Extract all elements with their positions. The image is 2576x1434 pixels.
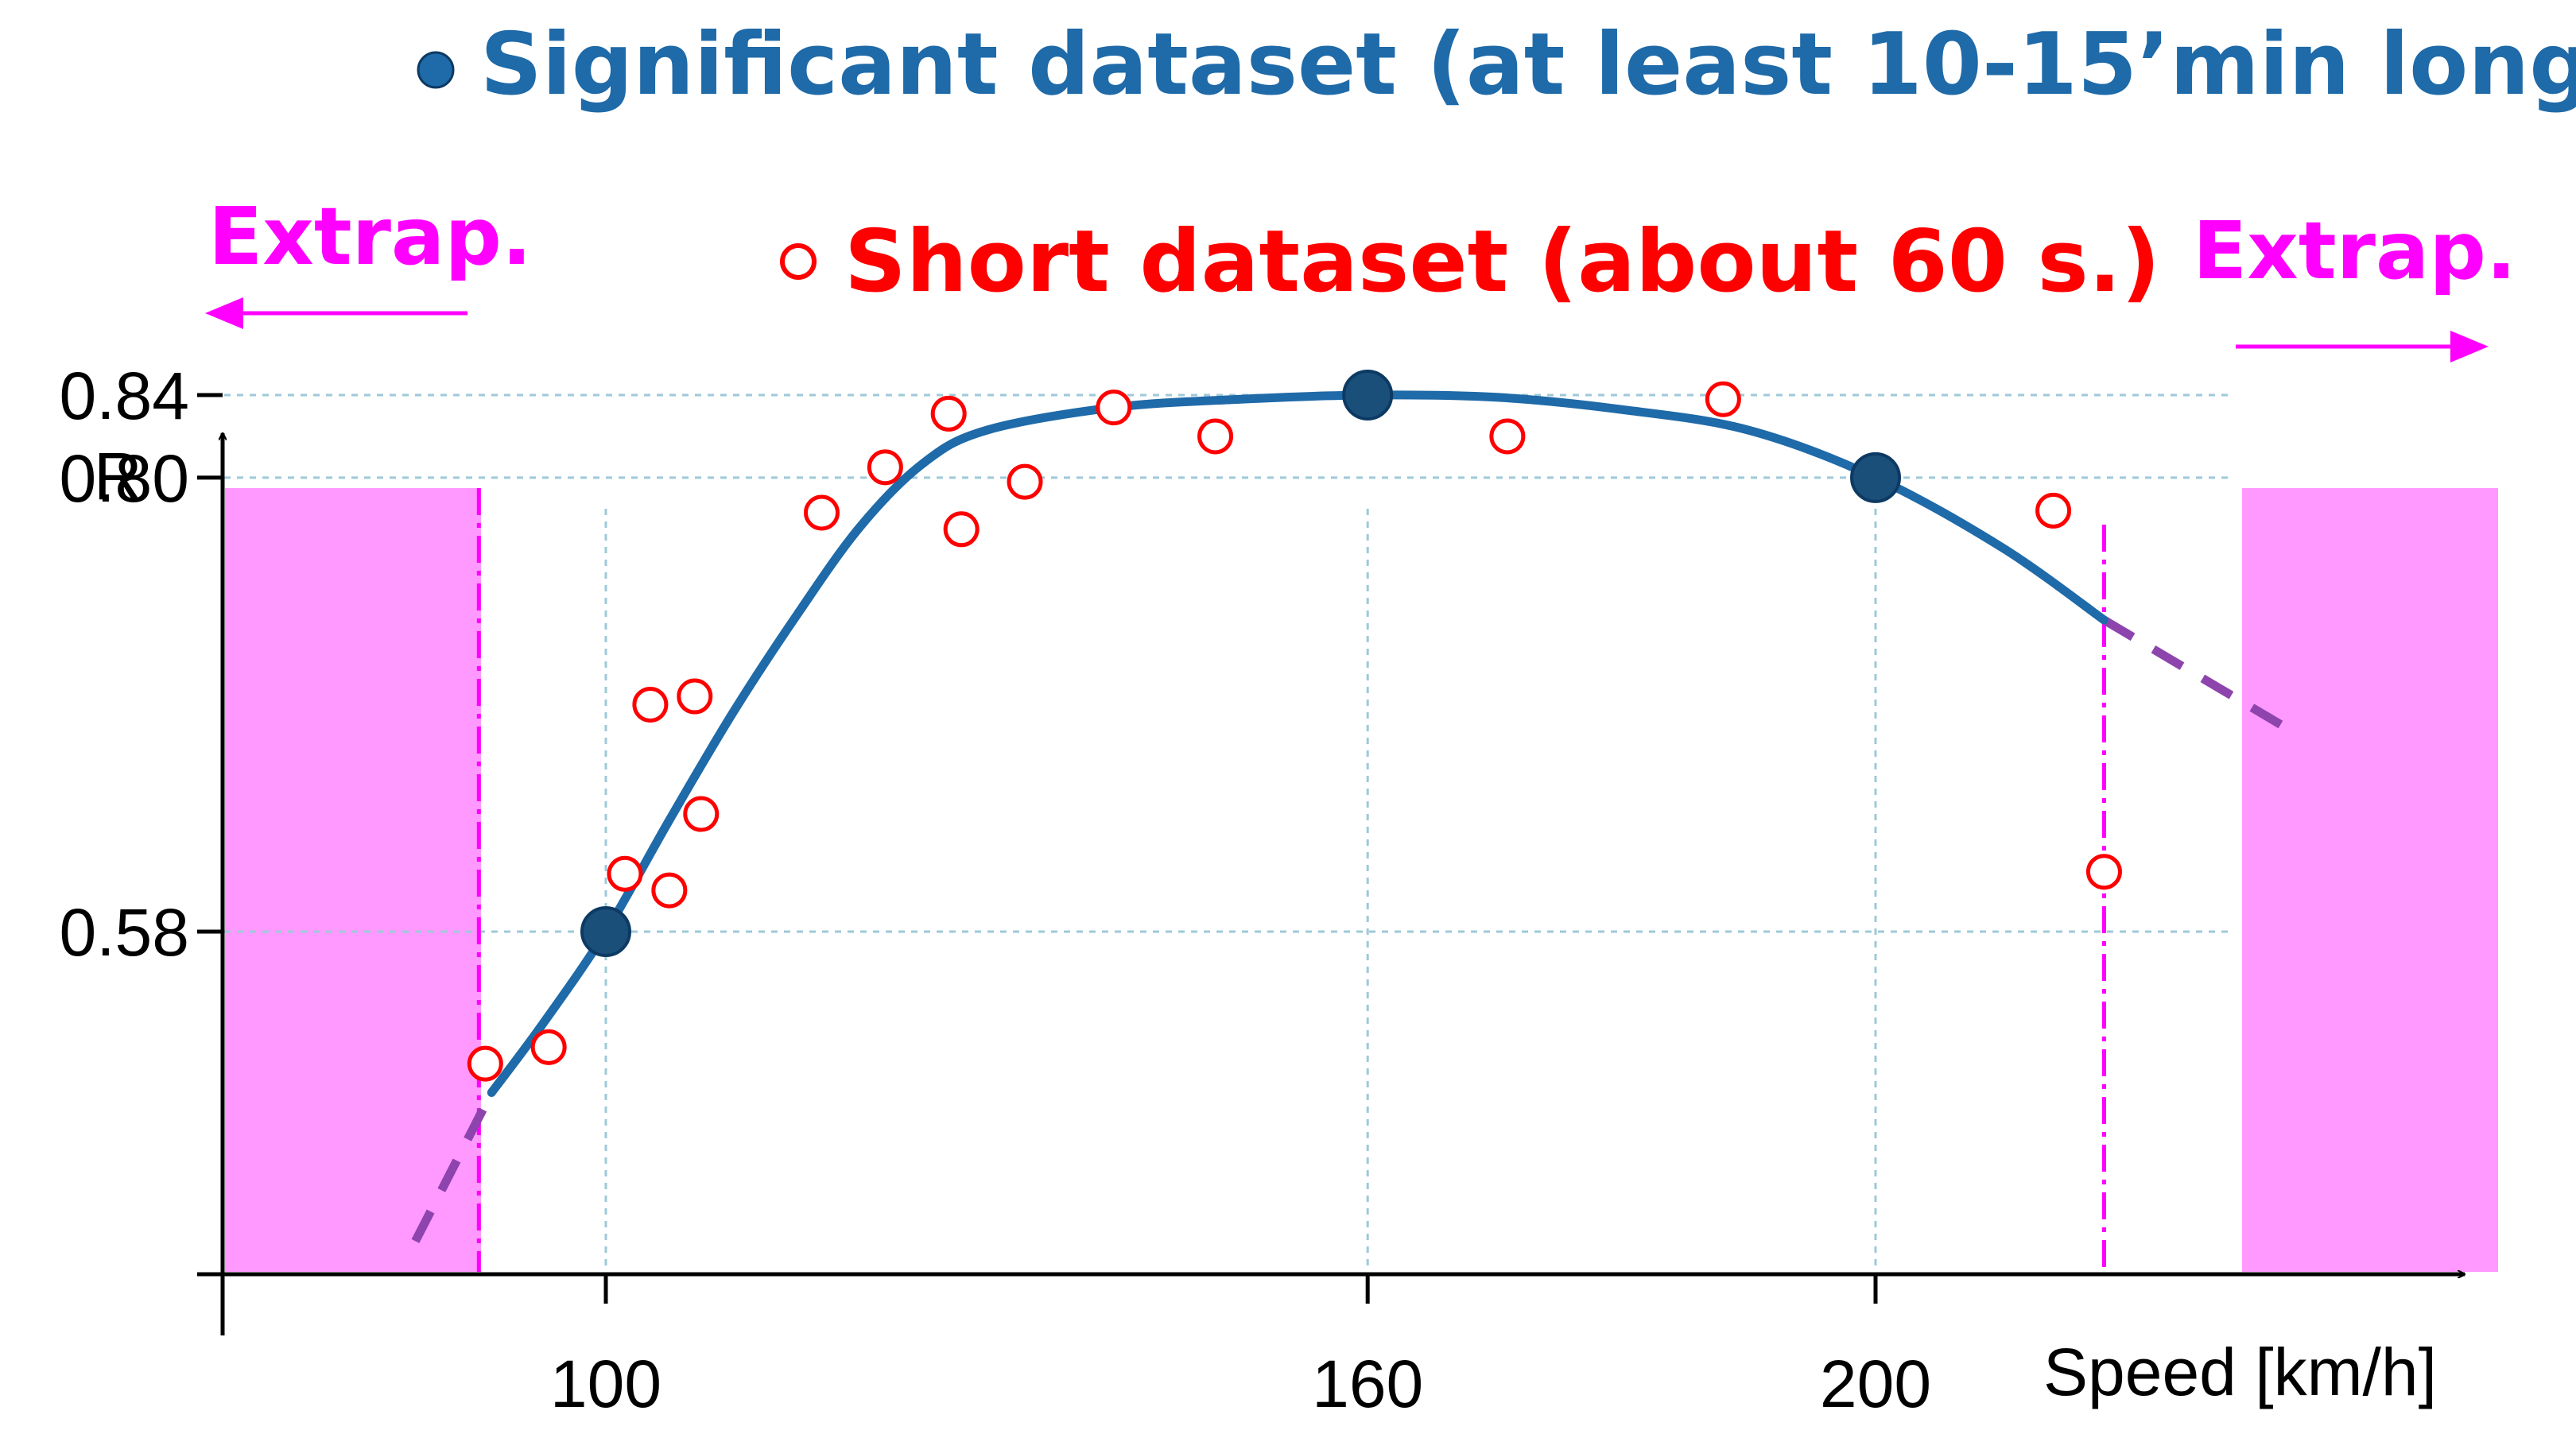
short-dataset-point	[1096, 390, 1132, 426]
short-dataset-point	[677, 678, 713, 715]
short-dataset-point	[1705, 381, 1741, 417]
extrap-right-arrowhead	[2450, 331, 2489, 362]
short-dataset-point	[867, 449, 903, 486]
short-dataset-point	[930, 395, 967, 432]
extrap-right-label: Extrap.	[2193, 204, 2516, 297]
extrap-zone-right	[2242, 488, 2498, 1272]
legend-significant-label: Significant dataset (at least 10-15’min …	[480, 15, 2576, 114]
short-dataset-point	[2085, 854, 2122, 890]
short-dataset-point	[943, 511, 980, 548]
short-dataset-point	[803, 494, 840, 531]
short-dataset-point	[651, 872, 688, 909]
short-dataset-point	[683, 796, 720, 832]
short-dataset-point	[1489, 418, 1526, 455]
significant-dataset-point	[1850, 452, 1901, 503]
fit-curve	[487, 390, 2109, 1097]
y-ticks: 0.58 0.80 0.84	[60, 358, 223, 970]
x-axis-label: Speed [km/h]	[2043, 1335, 2437, 1409]
extrap-left-label: Extrap.	[208, 190, 532, 283]
x-tick-label: 100	[550, 1347, 661, 1421]
y-tick-label: 0.80	[60, 441, 190, 516]
extrapolation-line-right	[2101, 616, 2284, 730]
x-ticks: 100 160 200	[550, 1274, 1931, 1421]
y-tick-label: 0.58	[60, 895, 190, 970]
grid	[224, 393, 2234, 1272]
significant-dataset-point	[1342, 370, 1394, 421]
significant-dataset-point	[580, 906, 631, 957]
short-dataset-point	[530, 1029, 567, 1065]
x-tick-label: 200	[1820, 1347, 1931, 1421]
y-tick-label: 0.84	[60, 358, 190, 433]
short-dataset-point	[607, 855, 643, 892]
short-dataset-point	[1197, 418, 1234, 455]
extrapolation-line-left	[411, 1090, 496, 1243]
short-dataset-point	[2035, 492, 2072, 529]
legend-significant-marker	[417, 51, 455, 89]
series-layer	[411, 370, 2284, 1243]
short-dataset-point	[1007, 463, 1043, 500]
extrap-left-arrowhead	[205, 297, 243, 329]
y-axis-label: R	[94, 439, 142, 514]
short-dataset-point	[467, 1045, 503, 1082]
legend-short-label: Short dataset (about 60 s.)	[844, 212, 2160, 312]
legend-short-marker	[780, 243, 817, 280]
short-dataset-point	[632, 686, 669, 723]
x-tick-label: 160	[1312, 1347, 1423, 1421]
extrap-zone-left	[225, 488, 481, 1272]
